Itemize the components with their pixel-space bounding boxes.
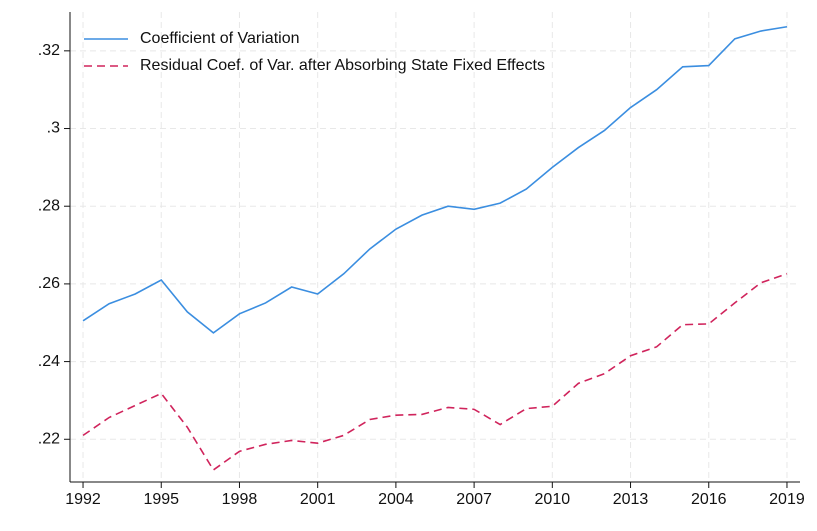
legend-label: Coefficient of Variation bbox=[140, 30, 300, 47]
x-tick-label: 1995 bbox=[143, 491, 179, 508]
x-tick-label: 2007 bbox=[456, 491, 492, 508]
y-tick-label: .32 bbox=[38, 42, 60, 59]
y-tick-label: .26 bbox=[38, 275, 60, 292]
x-tick-label: 2013 bbox=[613, 491, 649, 508]
x-tick-label: 2019 bbox=[769, 491, 805, 508]
x-tick-label: 2001 bbox=[300, 491, 336, 508]
y-tick-label: .28 bbox=[38, 197, 60, 214]
legend-label: Residual Coef. of Var. after Absorbing S… bbox=[140, 57, 545, 74]
x-tick-label: 2016 bbox=[691, 491, 727, 508]
data-line bbox=[82, 25, 788, 334]
x-tick-label: 2010 bbox=[535, 491, 571, 508]
x-tick-label: 1992 bbox=[65, 491, 101, 508]
x-tick-label: 2004 bbox=[378, 491, 414, 508]
x-tick-label: 1998 bbox=[222, 491, 258, 508]
y-tick-label: .24 bbox=[38, 353, 60, 370]
y-tick-label: .22 bbox=[38, 430, 60, 447]
y-tick-label: .3 bbox=[47, 120, 60, 137]
data-line bbox=[82, 273, 788, 472]
